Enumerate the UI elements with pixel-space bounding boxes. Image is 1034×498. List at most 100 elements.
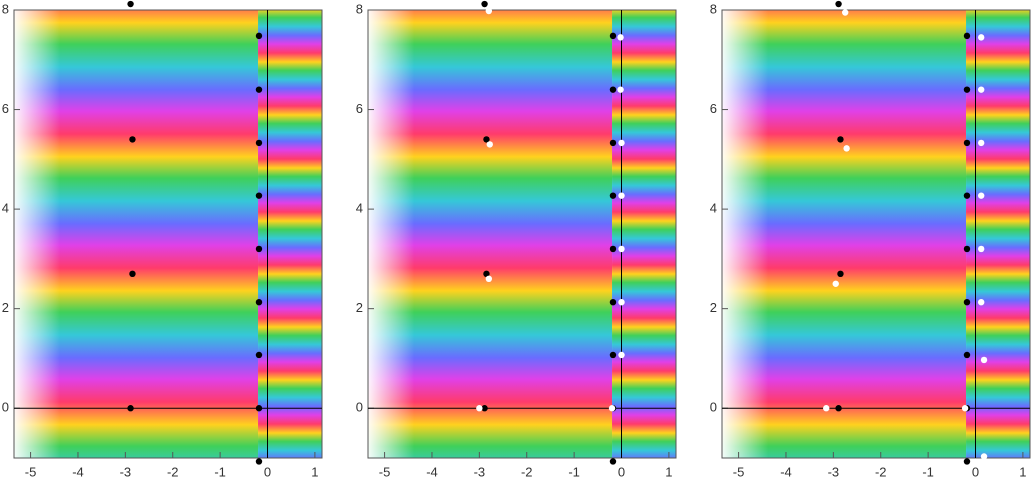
point bbox=[127, 405, 134, 412]
x-tick-label: -5 bbox=[379, 464, 391, 479]
point bbox=[963, 245, 971, 253]
plot-frame bbox=[721, 9, 1031, 459]
y-tick-label: 2 bbox=[710, 300, 717, 315]
point bbox=[835, 0, 842, 8]
y-tick-label: 6 bbox=[356, 101, 363, 116]
x-tick-label: -1 bbox=[568, 464, 580, 479]
point bbox=[609, 458, 617, 465]
point bbox=[961, 405, 969, 412]
point bbox=[255, 298, 263, 306]
point bbox=[980, 453, 988, 460]
point bbox=[977, 86, 985, 93]
point bbox=[255, 245, 263, 253]
point bbox=[832, 280, 839, 287]
point bbox=[129, 136, 136, 143]
point bbox=[977, 245, 985, 253]
point bbox=[476, 405, 483, 412]
y-tick-label: 8 bbox=[356, 1, 363, 16]
x-tick-label: 0 bbox=[618, 464, 625, 479]
point bbox=[618, 192, 625, 199]
y-tick-label: 8 bbox=[2, 1, 9, 16]
point bbox=[843, 145, 850, 152]
point bbox=[483, 136, 490, 143]
plot-frame bbox=[13, 9, 323, 459]
point bbox=[609, 86, 617, 93]
point bbox=[127, 0, 134, 8]
point bbox=[963, 351, 971, 359]
point bbox=[485, 275, 493, 282]
x-tick-label: -1 bbox=[922, 464, 934, 479]
y-tick-label: 4 bbox=[2, 201, 9, 216]
panel: -5 -4 -3 -2 -1 0 1 0 2 4 6 8 bbox=[356, 0, 677, 479]
point bbox=[609, 351, 617, 359]
point bbox=[980, 356, 988, 364]
point bbox=[963, 139, 971, 147]
point bbox=[617, 86, 624, 93]
y-tick-label: 0 bbox=[710, 400, 717, 415]
point bbox=[618, 245, 625, 253]
phase-fade bbox=[722, 10, 1030, 458]
y-tick-label: 2 bbox=[356, 300, 363, 315]
x-tick-label: -3 bbox=[828, 464, 840, 479]
point bbox=[255, 458, 263, 465]
point bbox=[129, 270, 136, 278]
point bbox=[963, 298, 971, 306]
point bbox=[255, 139, 263, 147]
y-tick-label: 0 bbox=[2, 400, 9, 415]
x-tick-label: -5 bbox=[733, 464, 745, 479]
point bbox=[963, 32, 971, 40]
point bbox=[481, 405, 488, 412]
point bbox=[977, 298, 985, 306]
point bbox=[977, 192, 985, 199]
point bbox=[483, 270, 490, 278]
x-tick-label: -5 bbox=[25, 464, 37, 479]
y-tick-label: 4 bbox=[356, 201, 363, 216]
point bbox=[255, 32, 263, 40]
plot-frame bbox=[367, 9, 677, 459]
x-tick-label: -4 bbox=[780, 464, 792, 479]
point bbox=[977, 34, 985, 41]
panel: -5 -4 -3 -2 -1 0 1 0 2 4 6 8 bbox=[2, 0, 323, 479]
point bbox=[837, 270, 844, 278]
point bbox=[963, 86, 971, 93]
x-tick-label: -3 bbox=[120, 464, 132, 479]
point bbox=[618, 351, 625, 359]
point bbox=[963, 458, 971, 465]
point bbox=[486, 141, 493, 148]
point bbox=[823, 405, 830, 412]
point bbox=[255, 351, 263, 359]
x-tick-label: -4 bbox=[72, 464, 84, 479]
y-tick-label: 4 bbox=[710, 201, 717, 216]
point bbox=[835, 405, 842, 412]
point bbox=[609, 139, 617, 147]
phase-fade bbox=[14, 10, 322, 458]
x-tick-label: 1 bbox=[1019, 464, 1026, 479]
y-tick-label: 2 bbox=[2, 300, 9, 315]
x-tick-label: -3 bbox=[474, 464, 486, 479]
point bbox=[977, 139, 985, 147]
y-tick-label: 6 bbox=[2, 101, 9, 116]
x-tick-label: -1 bbox=[214, 464, 226, 479]
y-tick-label: 8 bbox=[710, 1, 717, 16]
panel: -5 -4 -3 -2 -1 0 1 0 2 4 6 8 bbox=[710, 0, 1031, 479]
point bbox=[255, 86, 263, 93]
point bbox=[608, 405, 616, 412]
x-tick-label: 1 bbox=[665, 464, 672, 479]
point bbox=[609, 245, 617, 253]
point bbox=[617, 34, 624, 41]
x-tick-label: -2 bbox=[875, 464, 887, 479]
y-tick-label: 6 bbox=[710, 101, 717, 116]
x-tick-label: -2 bbox=[167, 464, 179, 479]
point bbox=[485, 7, 493, 15]
point bbox=[842, 9, 849, 16]
point bbox=[255, 405, 263, 412]
phase-fade bbox=[368, 10, 676, 458]
point bbox=[837, 136, 844, 143]
x-tick-label: -4 bbox=[426, 464, 438, 479]
x-tick-label: 0 bbox=[264, 464, 271, 479]
x-tick-label: -2 bbox=[521, 464, 533, 479]
point bbox=[255, 192, 263, 199]
point bbox=[963, 192, 971, 199]
x-tick-label: 1 bbox=[311, 464, 318, 479]
